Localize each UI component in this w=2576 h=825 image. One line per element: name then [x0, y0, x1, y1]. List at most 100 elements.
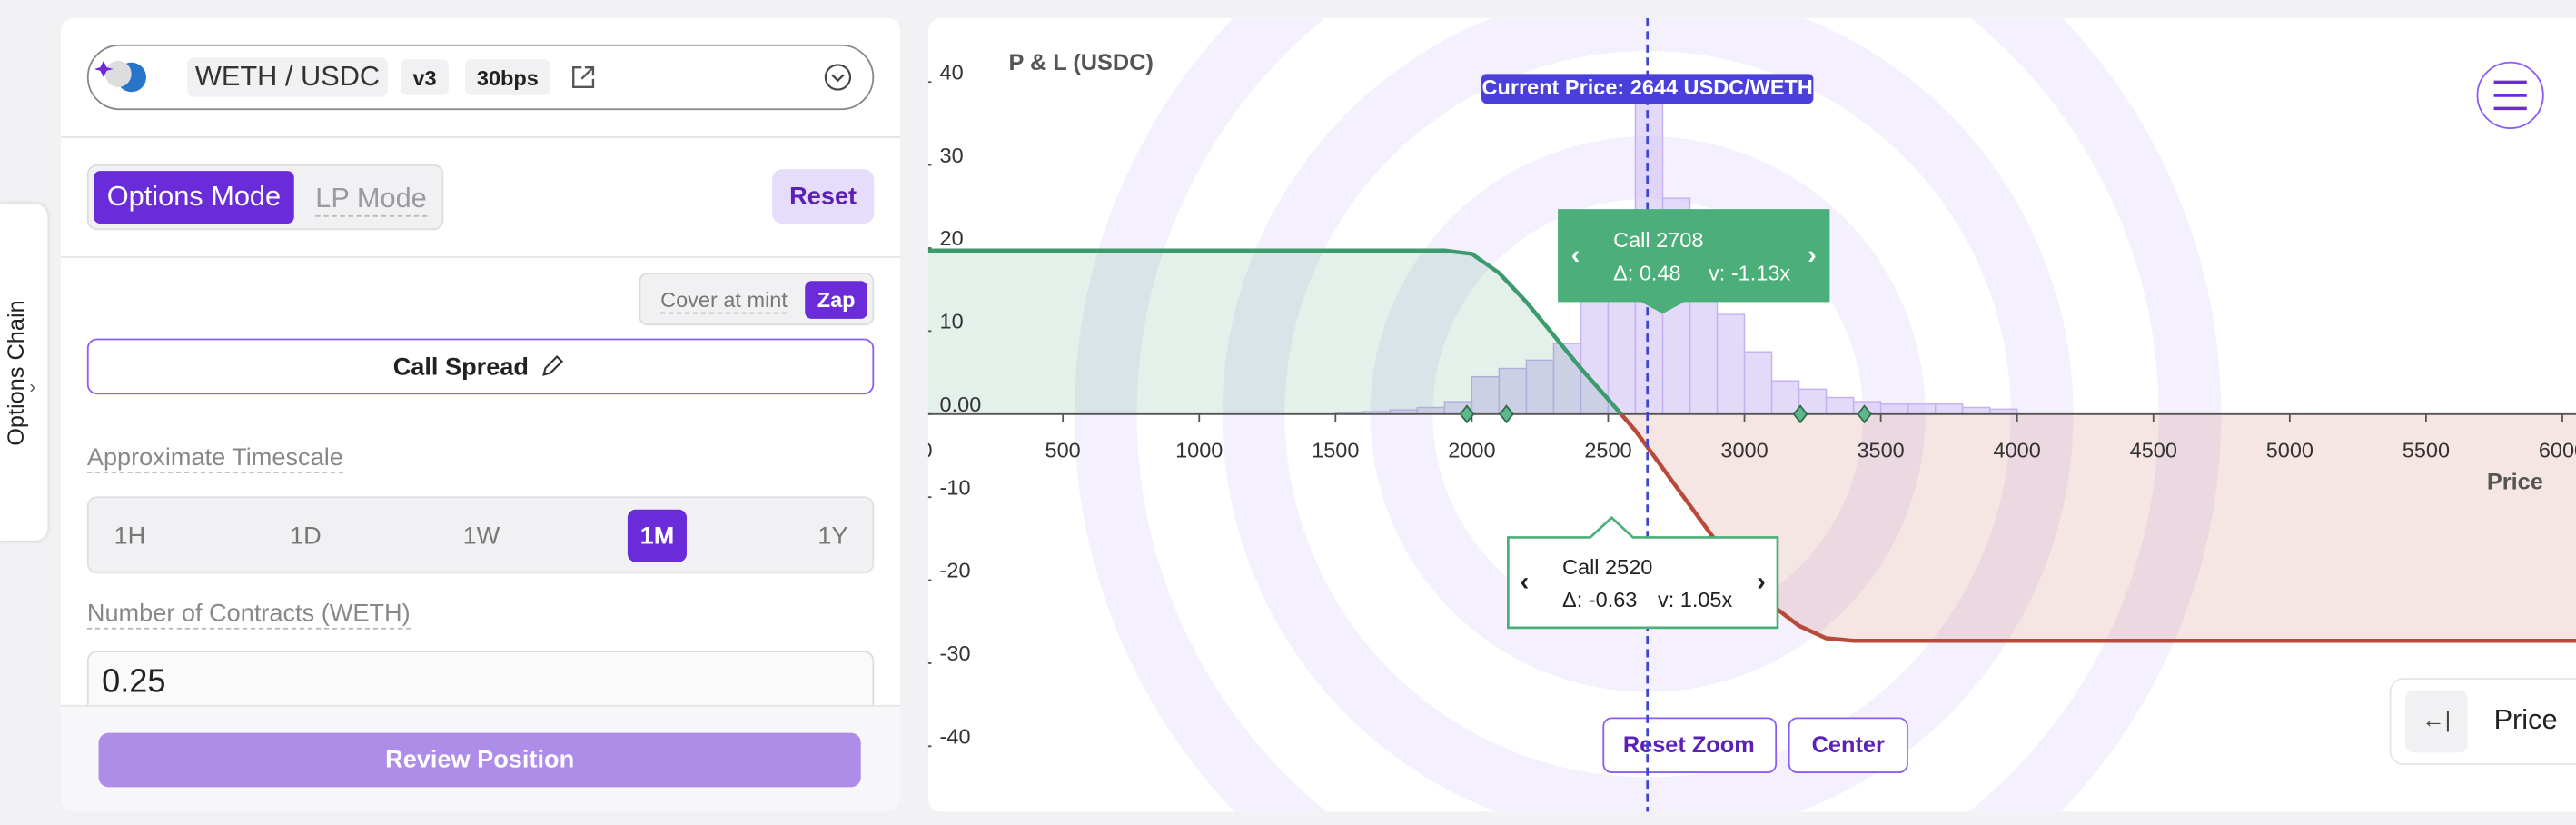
center[interactable]: Center	[1788, 717, 1908, 773]
area-positive	[927, 250, 2576, 414]
external-link[interactable]	[570, 65, 597, 91]
x-tick-label: 5000	[2266, 439, 2313, 462]
histogram-bar	[1471, 375, 1501, 415]
review-button[interactable]: Review Position	[98, 732, 861, 788]
options-mode[interactable]: Options Mode	[94, 171, 294, 224]
x-tick-label: 1500	[1312, 439, 1359, 462]
cover-at-mint[interactable]: Cover at mint	[660, 287, 788, 314]
timescale-group: 1H 1D 1W 1M 1Y	[86, 496, 875, 574]
strategy-button[interactable]: Call Spread	[86, 338, 875, 395]
pencil	[541, 354, 563, 376]
histogram-bar	[1879, 403, 1909, 415]
reset-zoom-label: Reset Zoom	[1623, 732, 1755, 758]
cover-group: Cover at mint Zap	[639, 273, 875, 326]
histogram-bar	[1825, 396, 1855, 415]
timescale-option[interactable]: 1Y	[817, 522, 848, 551]
tooltip-vega: v: -1.13x	[1709, 261, 1790, 284]
x-tick-label: 3000	[1720, 439, 1768, 462]
y-tick-label: -30	[940, 641, 971, 665]
pair-name: WETH / USDC	[187, 57, 388, 97]
tooltip-delta: Δ: 0.48	[1613, 261, 1681, 284]
y-tick-label: -20	[940, 559, 971, 582]
y-axis-label: P & L (USDC)	[1009, 50, 1154, 75]
option-tooltip[interactable]: ‹ › Call 2708 Δ: 0.48 v: -1.13x	[1558, 209, 1830, 314]
panel: WETH / USDC v3 30bps Options Mode LP Mod…	[60, 17, 901, 812]
x-tick-label: 1000	[1175, 439, 1223, 462]
option-tooltip[interactable]: ‹ › Call 2520 Δ: -0.63 v: 1.05x	[1507, 515, 1779, 630]
strike-marker	[1792, 404, 1808, 424]
side-tab[interactable]: Options Chain ›	[0, 204, 48, 542]
strike-marker	[1857, 404, 1873, 424]
reset-button[interactable]: Reset	[772, 169, 875, 224]
tooltip-arrow: ›	[1808, 241, 1817, 270]
side-tab-label: Options Chain	[2, 299, 29, 445]
chart: 0 500 1000 1500 2000 2500 3000 3500 4000 4500 5000…	[927, 17, 2576, 812]
x-tick-label: 4500	[2130, 439, 2177, 462]
pair-icon	[94, 60, 146, 93]
collapse-icon: ←|	[2422, 708, 2451, 733]
x-axis-label: Price	[2487, 469, 2543, 494]
histogram-bar	[1934, 403, 1964, 415]
zap[interactable]: Zap	[805, 281, 867, 319]
strategy: Call Spread	[392, 352, 529, 381]
y-tick-label: -10	[940, 475, 971, 499]
current-price-badge	[1481, 74, 1814, 104]
tooltip-box	[1558, 209, 1830, 314]
histogram-bar	[1770, 380, 1800, 415]
x-tick-label: 500	[1045, 439, 1081, 462]
divider	[60, 136, 901, 138]
y-tick-label: 10	[940, 310, 964, 333]
timescale-option[interactable]: 1D	[290, 522, 322, 551]
reset-zoom[interactable]: Reset Zoom	[1602, 717, 1778, 773]
x-tick-label: 6000	[2539, 439, 2576, 462]
lp-mode[interactable]: LP Mode	[315, 183, 427, 217]
histogram-bar	[1716, 313, 1746, 415]
mode-group: Options Mode LP Mode	[86, 164, 444, 231]
x-tick-label: 2500	[1584, 439, 1631, 462]
price-toggle[interactable]: ←| Price	[2389, 678, 2576, 765]
histogram-bar	[1907, 403, 1937, 415]
pair-fee: 30bps	[464, 59, 550, 95]
tooltip-vega: v: 1.05x	[1658, 588, 1733, 611]
x-tick-label: 0	[928, 439, 933, 462]
tooltip-box	[1507, 515, 1779, 630]
tooltip-title: Call 2520	[1562, 555, 1652, 579]
timescale-label: Approximate Timescale	[86, 443, 343, 473]
histogram-bar	[1498, 367, 1528, 415]
menu-icon	[2493, 80, 2527, 111]
y-tick-label: 40	[940, 60, 964, 84]
x-tick-label: 3500	[1857, 439, 1904, 462]
tooltip-arrow: ‹	[1571, 241, 1580, 270]
chevron: ›	[29, 377, 36, 398]
x-tick-label: 2000	[1448, 439, 1495, 462]
timescale-option[interactable]: 1W	[462, 522, 500, 551]
pnl-line-negative	[1618, 413, 2576, 643]
tooltip-delta: Δ: -0.63	[1562, 588, 1637, 611]
dropdown[interactable]	[823, 63, 853, 93]
strike-marker	[1499, 404, 1514, 424]
timescale-option-selected[interactable]: 1M	[627, 509, 688, 562]
x-tick-label: 4000	[1994, 439, 2041, 462]
y-tick-label: -40	[940, 724, 971, 748]
histogram-bar	[1961, 406, 1991, 415]
y-tick-label: 30	[940, 144, 964, 167]
tooltip-title: Call 2708	[1613, 228, 1703, 252]
tooltip-arrow: ‹	[1521, 568, 1530, 597]
pair-selector[interactable]: WETH / USDC v3 30bps	[86, 44, 875, 111]
contracts-label: Number of Contracts (WETH)	[86, 600, 411, 630]
pair-version: v3	[401, 59, 449, 95]
center-label: Center	[1812, 732, 1885, 758]
divider	[60, 256, 901, 258]
footer: Review Position	[60, 704, 901, 812]
strike-marker	[1459, 404, 1475, 424]
plot: 0 500 1000 1500 2000 2500 3000 3500 4000 4500 5000…	[927, 60, 2576, 748]
timescale-option[interactable]: 1H	[114, 522, 146, 551]
pnl-line-positive	[927, 248, 1624, 414]
histogram-bar	[1743, 351, 1773, 415]
price-toggle-label: Price	[2494, 703, 2558, 735]
current-price-label: Current Price: 2644 USDC/WETH	[1482, 75, 1813, 99]
y-tick-label: 20	[940, 226, 964, 250]
x-tick-label: 5500	[2403, 439, 2450, 462]
y-tick-label: 0.00	[940, 393, 982, 416]
